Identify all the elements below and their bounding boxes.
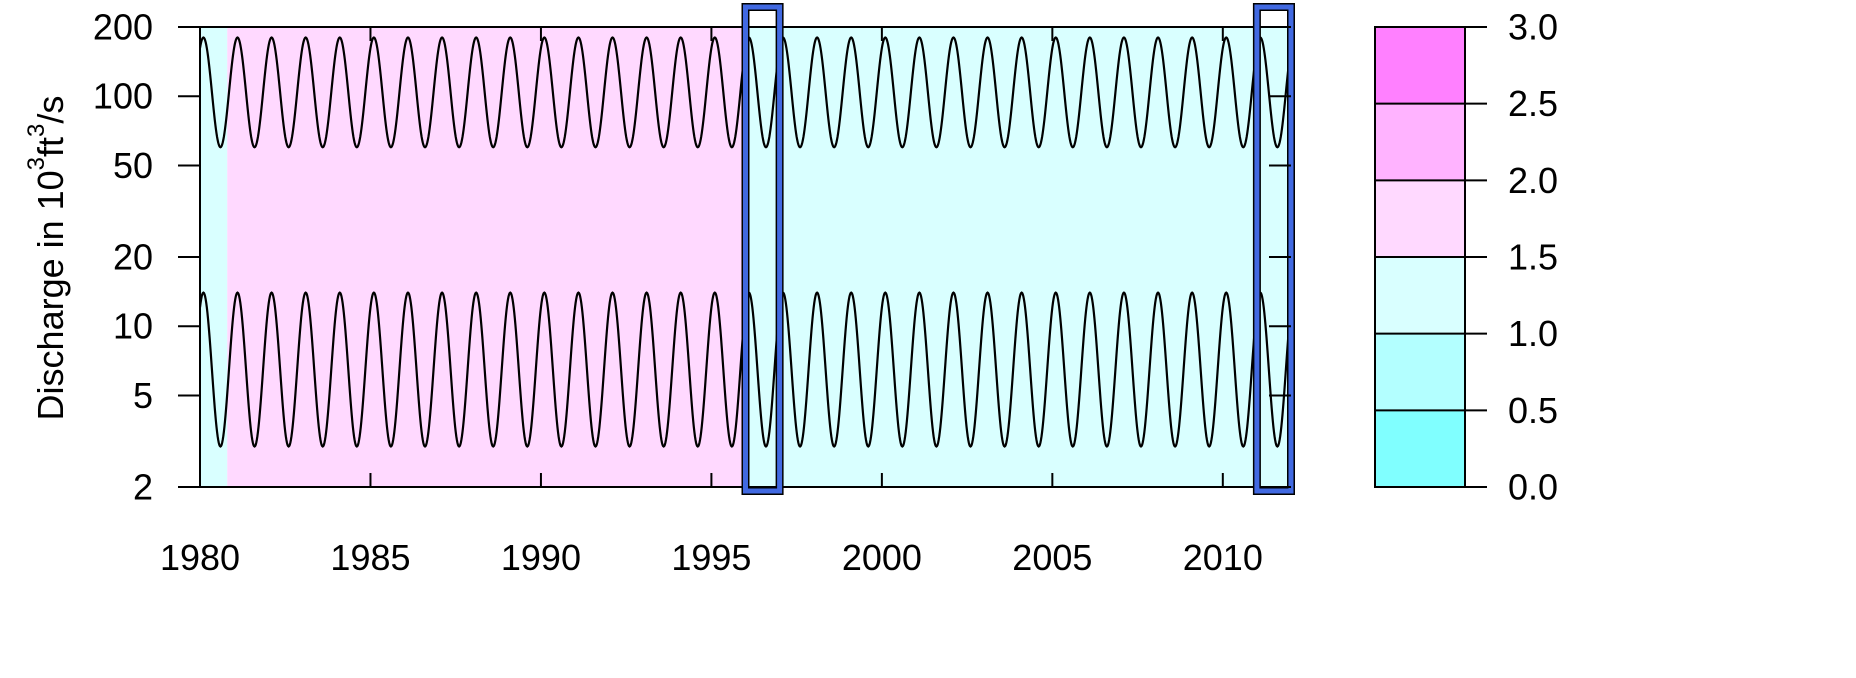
colorbar-swatch-3 xyxy=(1375,180,1465,257)
y-tick-label-0: 2 xyxy=(133,467,153,508)
colorbar-swatch-4 xyxy=(1375,103,1465,181)
colorbar: 0.0 0.5 1.0 1.5 2.0 2.5 3.0 xyxy=(1374,7,1558,508)
highlight-boxes xyxy=(741,3,1295,495)
x-tick-label-2: 1990 xyxy=(501,537,581,578)
colorbar-label-1: 0.5 xyxy=(1508,390,1558,431)
x-tick-label-0: 1980 xyxy=(160,537,240,578)
colorbar-label-6: 3.0 xyxy=(1508,7,1558,48)
colorbar-label-4: 2.0 xyxy=(1508,160,1558,201)
colorbar-label-5: 2.5 xyxy=(1508,83,1558,124)
y-tick-label-3: 20 xyxy=(113,237,153,278)
x-tick-label-5: 2005 xyxy=(1012,537,1092,578)
colorbar-swatch-1 xyxy=(1375,333,1465,411)
y-tick-label-1: 5 xyxy=(133,375,153,416)
x-tick-label-3: 1995 xyxy=(671,537,751,578)
colorbar-swatch-2 xyxy=(1375,257,1465,334)
highlight-box-0 xyxy=(743,4,783,494)
highlight-box-1 xyxy=(1254,4,1294,494)
y-axis: 2 5 10 20 50 100 200 xyxy=(93,7,1291,508)
heatmap-region-0 xyxy=(200,27,228,487)
x-axis: 1980 1985 1990 1995 2000 2005 2010 xyxy=(160,27,1263,578)
colorbar-swatch-5 xyxy=(1375,27,1465,104)
x-tick-label-1: 1985 xyxy=(330,537,410,578)
y-tick-label-6: 200 xyxy=(93,7,153,48)
x-tick-label-4: 2000 xyxy=(842,537,922,578)
y-tick-label-2: 10 xyxy=(113,306,153,347)
colorbar-label-2: 1.0 xyxy=(1508,313,1558,354)
colorbar-label-0: 0.0 xyxy=(1508,467,1558,508)
y-axis-label: Discharge in 103ft3/s xyxy=(23,96,71,421)
colorbar-swatch-0 xyxy=(1375,410,1465,487)
x-tick-label-6: 2010 xyxy=(1183,537,1263,578)
colorbar-label-3: 1.5 xyxy=(1508,237,1558,278)
y-tick-label-4: 50 xyxy=(113,145,153,186)
heatmap-region-2 xyxy=(745,27,1291,487)
y-tick-label-5: 100 xyxy=(93,76,153,117)
